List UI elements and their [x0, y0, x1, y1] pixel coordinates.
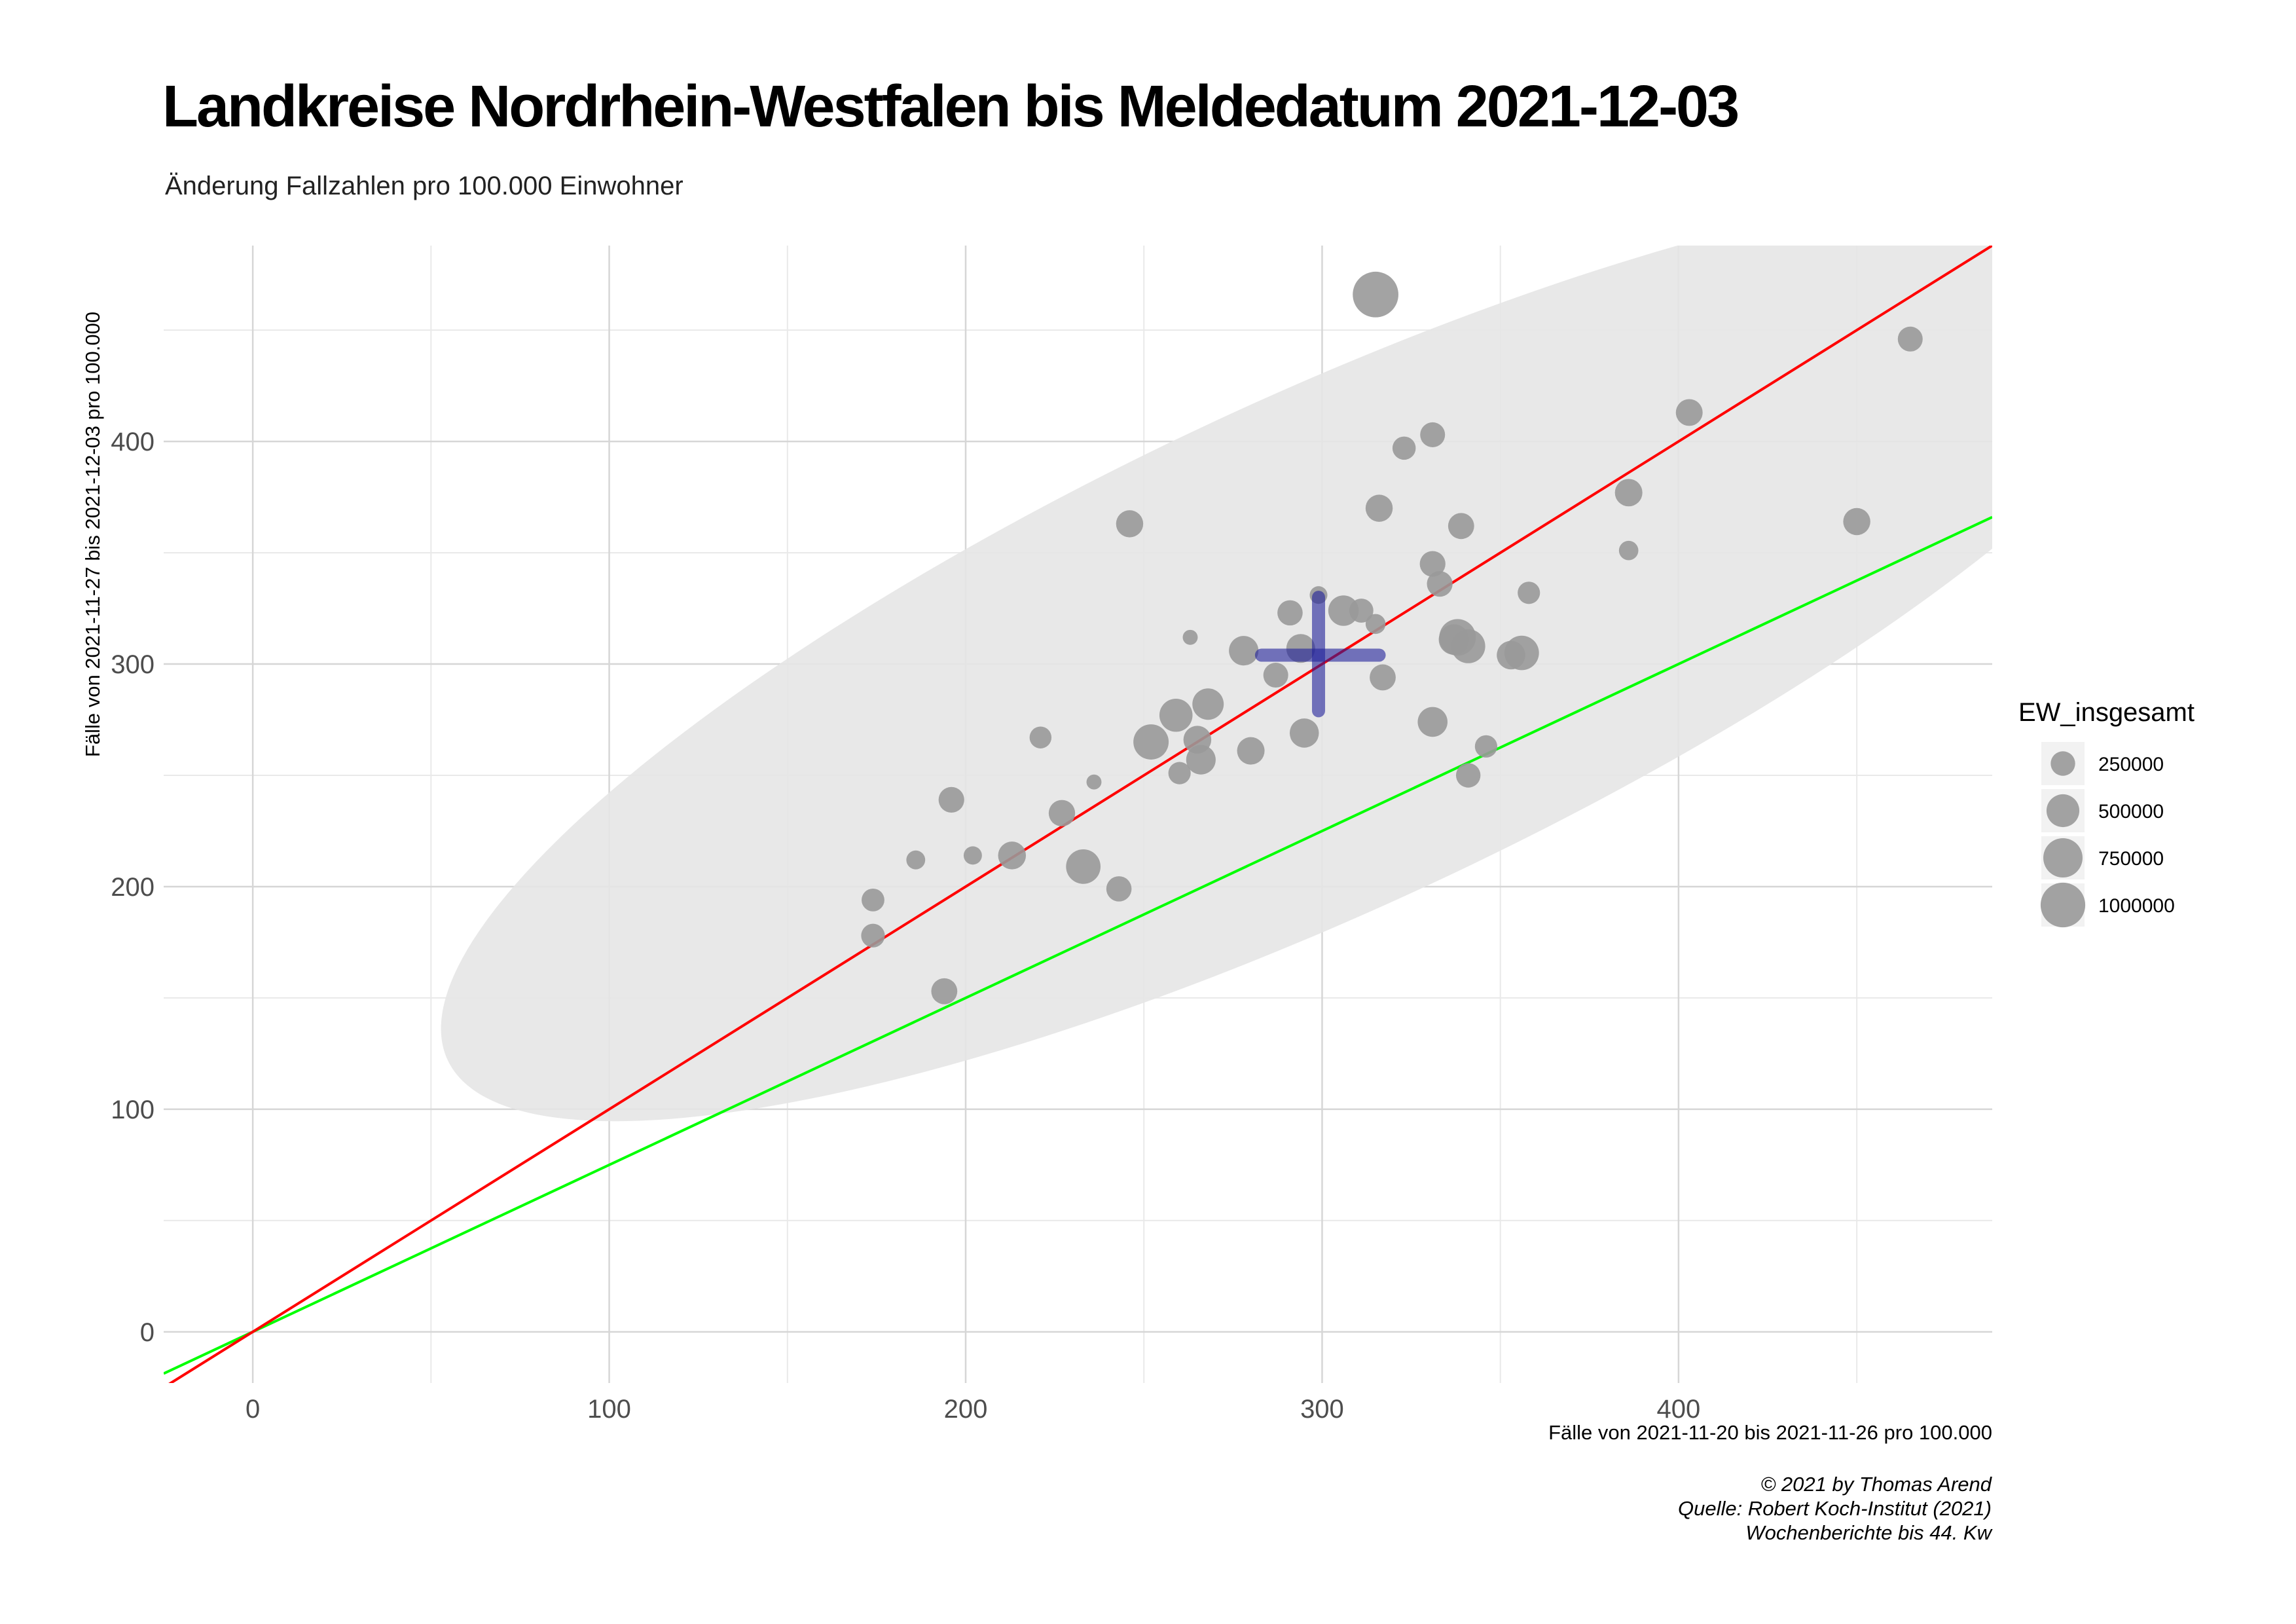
x-tick-label: 300 — [1300, 1395, 1344, 1424]
x-tick-label: 100 — [587, 1395, 631, 1424]
x-tick-label: 0 — [246, 1395, 260, 1424]
center-cross — [1254, 591, 1386, 718]
scatter-point — [1365, 614, 1386, 635]
scatter-point — [1116, 510, 1144, 538]
x-axis-ticks: 0 100 200 300 400 — [246, 1395, 1700, 1424]
scatter-point — [1420, 422, 1446, 447]
legend-key-point — [2043, 838, 2083, 877]
scatter-point — [1427, 571, 1453, 597]
scatter-point — [1448, 513, 1474, 540]
scatter-point — [1392, 436, 1416, 460]
scatter-point — [862, 888, 884, 912]
scatter-point — [1277, 600, 1303, 626]
scatter-point — [1675, 399, 1703, 426]
caption-reports: Wochenberichte bis 44. Kw — [1745, 1521, 1992, 1544]
scatter-point — [1504, 635, 1539, 671]
scatter-points — [861, 271, 1923, 1005]
caption-copyright: © 2021 by Thomas Arend — [1760, 1473, 1992, 1496]
scatter-point — [1237, 737, 1265, 765]
reference-line-green — [164, 515, 1992, 1375]
scatter-point — [931, 978, 958, 1005]
y-tick-label: 300 — [111, 650, 155, 679]
scatter-point — [1048, 800, 1076, 826]
scatter-point — [1229, 636, 1259, 666]
scatter-point — [1168, 762, 1191, 784]
scatter-point — [1897, 326, 1923, 352]
y-axis-ticks: 0 100 200 300 400 — [111, 428, 155, 1347]
scatter-point — [1086, 774, 1102, 790]
legend-label: 750000 — [2098, 848, 2164, 870]
scatter-point — [906, 850, 926, 870]
scatter-point — [1349, 599, 1374, 623]
x-axis-label: Fälle von 2021-11-20 bis 2021-11-26 pro … — [1548, 1421, 1992, 1444]
scatter-point — [1518, 581, 1540, 604]
scatter-point — [963, 846, 982, 865]
legend-label: 250000 — [2098, 754, 2164, 775]
scatter-point — [1353, 271, 1398, 318]
scatter-point — [1365, 494, 1393, 522]
caption: © 2021 by Thomas Arend Quelle: Robert Ko… — [1678, 1472, 1992, 1545]
scatter-point — [1066, 849, 1101, 884]
legend-label: 500000 — [2098, 801, 2164, 822]
scatter-point — [938, 786, 964, 813]
reference-line-red — [168, 246, 1992, 1383]
x-tick-label: 200 — [944, 1395, 988, 1424]
legend-key-point — [2040, 882, 2086, 928]
scatter-point — [1417, 707, 1448, 737]
y-tick-label: 100 — [111, 1096, 155, 1124]
scatter-point — [1263, 663, 1288, 688]
scatter-point — [1618, 540, 1639, 561]
scatter-point — [1474, 735, 1497, 758]
scatter-point — [1843, 507, 1870, 536]
scatter-point — [1370, 664, 1396, 691]
scatter-point — [1192, 688, 1224, 720]
legend-title: EW_insgesamt — [2018, 698, 2195, 727]
chart-title: Landkreise Nordrhein-Westfalen bis Melde… — [162, 74, 1740, 139]
x-tick-label: 400 — [1657, 1395, 1701, 1424]
scatter-point — [1186, 745, 1216, 775]
scatter-point — [1159, 698, 1193, 732]
legend-key-point — [2046, 794, 2080, 828]
chart-subtitle: Änderung Fallzahlen pro 100.000 Einwohne… — [165, 172, 683, 200]
y-tick-label: 400 — [111, 428, 155, 456]
scatter-point — [1133, 724, 1169, 760]
scatter-point — [1451, 629, 1485, 663]
scatter-point — [1029, 726, 1052, 748]
y-axis-label: Fälle von 2021-11-27 bis 2021-12-03 pro … — [81, 312, 104, 757]
scatter-point — [998, 841, 1027, 870]
scatter-point — [1419, 551, 1446, 577]
legend-key-point — [2050, 751, 2075, 776]
scatter-point — [861, 923, 885, 948]
scatter-point — [1106, 876, 1132, 902]
scatter-point — [1614, 479, 1643, 507]
scatter-point — [1328, 595, 1359, 626]
scatter-point — [1289, 718, 1319, 748]
scatter-point — [1182, 629, 1198, 645]
y-tick-label: 0 — [140, 1318, 155, 1347]
scatter-point — [1455, 763, 1481, 788]
caption-source: Quelle: Robert Koch-Institut (2021) — [1677, 1497, 1992, 1520]
legend-label: 1000000 — [2098, 895, 2175, 917]
legend: EW_insgesamt 250000 500000 750000 1000000 — [2018, 698, 2195, 928]
y-tick-label: 200 — [111, 873, 155, 902]
